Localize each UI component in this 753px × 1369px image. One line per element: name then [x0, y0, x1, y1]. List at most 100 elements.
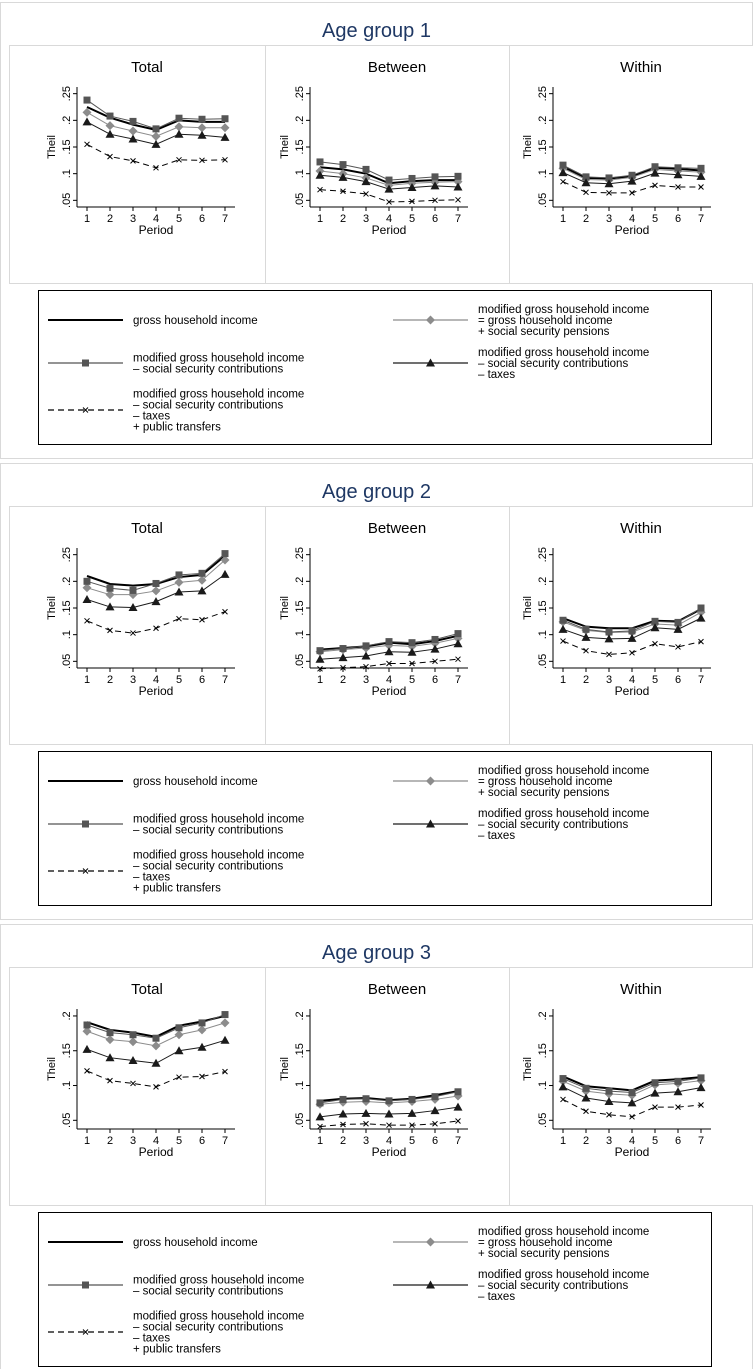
- data-point: [174, 1030, 184, 1040]
- data-point: [128, 602, 138, 611]
- data-point: [606, 651, 612, 658]
- data-point: [105, 602, 115, 611]
- data-point: [432, 197, 438, 204]
- legend-label: modified gross household income: [133, 850, 304, 862]
- data-point-stroke: [363, 663, 369, 670]
- y-tick-label: .1: [61, 630, 73, 639]
- data-point: [152, 579, 160, 587]
- data-point: [362, 642, 370, 650]
- data-point-stroke: [199, 616, 205, 623]
- data-point-stroke: [698, 184, 704, 190]
- x-tick-label: 2: [340, 213, 346, 225]
- x-tick-label: 5: [176, 1135, 182, 1147]
- data-point: [650, 168, 660, 177]
- panel-frame: [9, 45, 266, 284]
- data-point: [221, 1011, 229, 1019]
- y-tick-label: .2: [61, 116, 73, 125]
- data-point: [386, 660, 392, 667]
- x-tick-label: 7: [222, 1135, 228, 1147]
- panel-within: Within .05 .1 .15 .2 Theil 1 2 3 4 5 6 7 Period: [509, 967, 753, 1206]
- data-point: [559, 1075, 567, 1083]
- data-point: [129, 586, 137, 594]
- data-point: [151, 131, 161, 141]
- data-point: [409, 660, 415, 667]
- x-tick-label: 5: [409, 213, 415, 225]
- data-point: [174, 577, 184, 587]
- data-point: [197, 1025, 207, 1035]
- series-5: [84, 141, 228, 171]
- data-point: [84, 141, 90, 148]
- series-5: [317, 1118, 461, 1130]
- series-5: [317, 186, 461, 205]
- data-point: [454, 630, 462, 638]
- panel-title: Between: [368, 59, 426, 76]
- data-point: [558, 624, 568, 633]
- data-point: [604, 1097, 614, 1106]
- data-point: [174, 129, 184, 138]
- data-point-stroke: [560, 178, 566, 185]
- legend-label: modified gross household income: [133, 1275, 304, 1287]
- data-point: [84, 1068, 90, 1074]
- y-tick-label: .2: [294, 116, 306, 125]
- legend-label: – social security contributions: [133, 400, 283, 412]
- y-tick-label: .05: [61, 193, 73, 208]
- data-point-stroke: [84, 141, 90, 148]
- data-point: [651, 617, 659, 625]
- data-point: [650, 1088, 660, 1097]
- x-tick-label: 1: [84, 674, 90, 686]
- y-tick-label: .1: [537, 1081, 549, 1090]
- data-point: [220, 123, 230, 133]
- legend-entry-5: modified gross household income– social …: [48, 389, 304, 434]
- y-axis-label: Theil: [46, 135, 58, 159]
- y-tick-label: .2: [294, 577, 306, 586]
- x-tick-label: 6: [675, 213, 681, 225]
- data-point: [560, 178, 566, 185]
- data-point: [339, 1095, 347, 1103]
- data-point: [174, 122, 184, 132]
- data-point: [384, 184, 394, 193]
- x-tick-label: 2: [583, 674, 589, 686]
- x-tick-label: 7: [698, 213, 704, 225]
- data-point: [629, 1113, 635, 1120]
- series-3: [559, 604, 705, 636]
- y-axis-label: Theil: [522, 135, 534, 159]
- series-4: [315, 170, 463, 193]
- data-point: [606, 1111, 612, 1118]
- x-tick-label: 7: [455, 1135, 461, 1147]
- data-point: [222, 1068, 228, 1075]
- panel-frame: [509, 967, 753, 1206]
- x-tick-label: 1: [317, 213, 323, 225]
- x-tick-label: 2: [583, 1135, 589, 1147]
- y-tick-label: .2: [537, 116, 549, 125]
- data-point-stroke: [176, 156, 182, 163]
- x-tick-label: 2: [583, 213, 589, 225]
- data-point: [674, 1077, 682, 1085]
- panel-title: Between: [368, 981, 426, 998]
- data-point: [105, 129, 115, 138]
- legend-marker-stroke: [82, 1329, 89, 1335]
- series-4: [82, 569, 230, 611]
- y-tick-label: .15: [61, 600, 73, 615]
- panel-frame: [509, 45, 753, 284]
- x-tick-label: 7: [698, 1135, 704, 1147]
- data-point: [386, 199, 392, 205]
- data-point: [454, 172, 462, 180]
- series-3: [316, 158, 462, 184]
- data-point: [130, 158, 136, 164]
- data-point: [105, 121, 115, 131]
- y-tick-label: .2: [61, 577, 73, 586]
- x-tick-label: 2: [340, 1135, 346, 1147]
- data-point: [197, 1042, 207, 1051]
- data-point: [697, 1074, 705, 1082]
- data-point: [559, 161, 567, 169]
- legend-label: modified gross household income: [133, 1311, 304, 1323]
- data-point: [363, 663, 369, 670]
- y-tick-label: .15: [537, 600, 549, 615]
- x-tick-label: 1: [560, 1135, 566, 1147]
- y-tick-label: .15: [294, 1043, 306, 1058]
- data-point: [559, 616, 567, 624]
- data-point: [340, 188, 346, 195]
- data-point-stroke: [84, 1068, 90, 1074]
